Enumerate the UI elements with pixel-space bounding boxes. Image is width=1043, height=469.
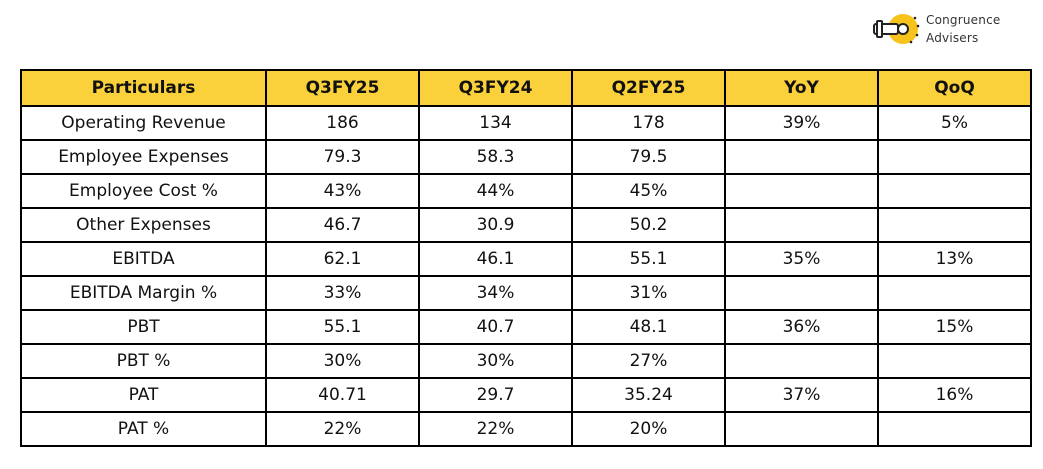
row-label: Employee Cost % [20,173,267,209]
table-cell: 15% [877,309,1032,345]
row-label: Operating Revenue [20,105,267,141]
table-cell: 22% [265,411,420,447]
table-cell: 39% [724,105,879,141]
table-row: PBT % 30% 30% 27% [20,343,1032,379]
table-cell [877,275,1032,311]
table-cell: 16% [877,377,1032,413]
row-label: EBITDA Margin % [20,275,267,311]
logo-text: Congruence Advisers [926,11,1000,47]
table-cell: 5% [877,105,1032,141]
table-cell [877,173,1032,209]
table-cell: 46.7 [265,207,420,243]
row-label: PAT % [20,411,267,447]
table-cell [724,275,879,311]
table-row: Employee Expenses 79.3 58.3 79.5 [20,139,1032,175]
table-cell: 36% [724,309,879,345]
table-cell: 58.3 [418,139,573,175]
table-cell: 13% [877,241,1032,277]
table-row: EBITDA Margin % 33% 34% 31% [20,275,1032,311]
table-cell: 27% [571,343,726,379]
column-header: QoQ [877,69,1032,107]
column-header: Q2FY25 [571,69,726,107]
table-row: Employee Cost % 43% 44% 45% [20,173,1032,209]
header-row: Particulars Q3FY25 Q3FY24 Q2FY25 YoY QoQ [20,69,1032,107]
table-cell [724,139,879,175]
table-cell: 178 [571,105,726,141]
table-row: Operating Revenue 186 134 178 39% 5% [20,105,1032,141]
column-header: Particulars [20,69,267,107]
table-cell: 40.7 [418,309,573,345]
table-cell: 22% [418,411,573,447]
table-row: EBITDA 62.1 46.1 55.1 35% 13% [20,241,1032,277]
table-cell: 31% [571,275,726,311]
table-cell: 48.1 [571,309,726,345]
table-cell: 30% [265,343,420,379]
table-cell [724,343,879,379]
table-cell: 30% [418,343,573,379]
company-logo: Congruence Advisers [870,6,1030,52]
table-cell: 40.71 [265,377,420,413]
table-cell: 62.1 [265,241,420,277]
logo-line-2: Advisers [926,31,979,45]
table-cell [724,207,879,243]
table-row: PAT 40.71 29.7 35.24 37% 16% [20,377,1032,413]
table-cell: 134 [418,105,573,141]
row-label: PBT [20,309,267,345]
column-header: YoY [724,69,879,107]
table-cell: 35% [724,241,879,277]
table-cell: 30.9 [418,207,573,243]
table-body: Operating Revenue 186 134 178 39% 5% Employee … [20,105,1032,447]
table-cell: 20% [571,411,726,447]
table-cell: 186 [265,105,420,141]
table-cell: 46.1 [418,241,573,277]
table-cell [877,139,1032,175]
row-label: EBITDA [20,241,267,277]
row-label: PAT [20,377,267,413]
row-label: PBT % [20,343,267,379]
table-row: PBT 55.1 40.7 48.1 36% 15% [20,309,1032,345]
row-label: Employee Expenses [20,139,267,175]
financial-table: Particulars Q3FY25 Q3FY24 Q2FY25 YoY QoQ Oper… [20,69,1032,447]
table-cell: 79.3 [265,139,420,175]
table-row: Other Expenses 46.7 30.9 50.2 [20,207,1032,243]
table-cell [877,343,1032,379]
table-cell: 50.2 [571,207,726,243]
table-cell [724,173,879,209]
table-cell: 45% [571,173,726,209]
table-cell: 34% [418,275,573,311]
table-header: Particulars Q3FY25 Q3FY24 Q2FY25 YoY QoQ [20,69,1032,107]
table-cell: 29.7 [418,377,573,413]
table-cell: 55.1 [571,241,726,277]
table-row: PAT % 22% 22% 20% [20,411,1032,447]
table-cell: 35.24 [571,377,726,413]
logo-line-1: Congruence [926,13,1001,27]
table-cell: 33% [265,275,420,311]
row-label: Other Expenses [20,207,267,243]
column-header: Q3FY24 [418,69,573,107]
table-cell [877,207,1032,243]
table-cell [877,411,1032,447]
table-cell: 79.5 [571,139,726,175]
table-cell [724,411,879,447]
table-cell: 37% [724,377,879,413]
key-icon [873,14,920,44]
table-cell: 44% [418,173,573,209]
column-header: Q3FY25 [265,69,420,107]
table-cell: 43% [265,173,420,209]
table-cell: 55.1 [265,309,420,345]
